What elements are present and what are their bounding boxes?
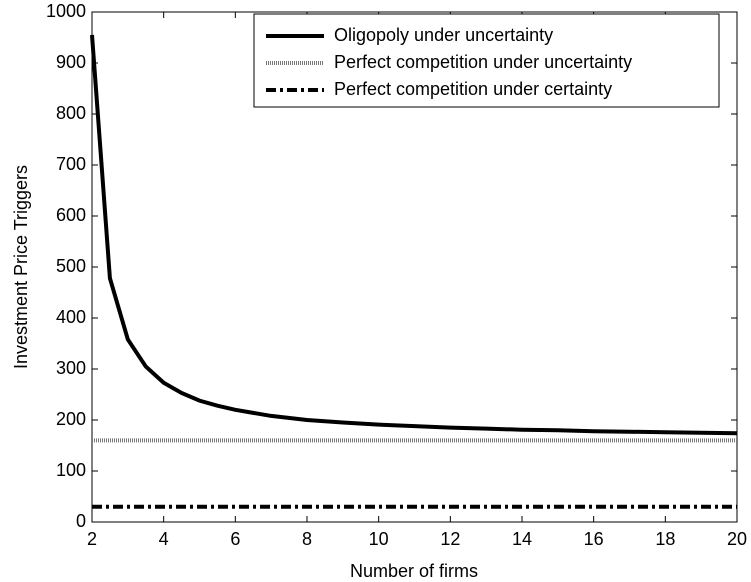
y-tick-label: 600 bbox=[56, 205, 86, 225]
x-tick-label: 18 bbox=[655, 529, 675, 549]
x-tick-label: 20 bbox=[727, 529, 747, 549]
x-tick-label: 10 bbox=[369, 529, 389, 549]
legend-label: Oligopoly under uncertainty bbox=[334, 25, 553, 45]
x-tick-label: 2 bbox=[87, 529, 97, 549]
x-tick-label: 12 bbox=[440, 529, 460, 549]
legend: Oligopoly under uncertainty Perfect compe… bbox=[253, 13, 720, 108]
y-tick-label: 0 bbox=[76, 511, 86, 531]
legend-box bbox=[253, 13, 720, 108]
y-tick-label: 400 bbox=[56, 307, 86, 327]
legend-label: Perfect competition under certainty bbox=[334, 79, 612, 99]
y-tick-label: 800 bbox=[56, 103, 86, 123]
y-tick-label: 200 bbox=[56, 409, 86, 429]
y-tick-label: 700 bbox=[56, 154, 86, 174]
x-tick-label: 6 bbox=[230, 529, 240, 549]
x-tick-label: 4 bbox=[159, 529, 169, 549]
x-tick-label: 16 bbox=[584, 529, 604, 549]
y-tick-label: 900 bbox=[56, 52, 86, 72]
y-axis-label: Investment Price Triggers bbox=[11, 165, 31, 369]
x-tick-label: 8 bbox=[302, 529, 312, 549]
legend-label: Perfect competition under uncertainty bbox=[334, 52, 632, 72]
y-tick-label: 1000 bbox=[46, 1, 86, 21]
x-tick-label: 14 bbox=[512, 529, 532, 549]
x-axis-label: Number of firms bbox=[350, 561, 478, 581]
y-tick-label: 500 bbox=[56, 256, 86, 276]
y-tick-label: 100 bbox=[56, 460, 86, 480]
line-series bbox=[90, 34, 738, 436]
y-tick-label: 300 bbox=[56, 358, 86, 378]
